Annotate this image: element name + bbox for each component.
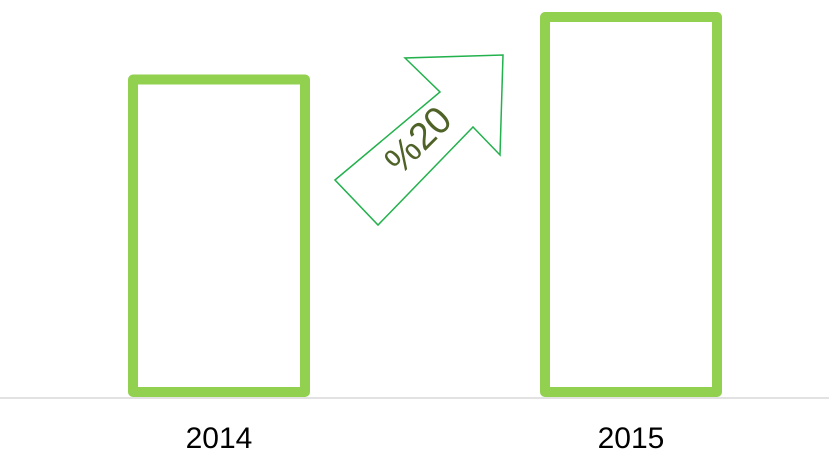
x-tick-label: 2014 — [186, 422, 253, 455]
bar — [128, 74, 310, 397]
x-tick-label: 2015 — [598, 422, 665, 455]
growth-arrow: %20 — [333, 54, 504, 227]
arrow-shape — [333, 54, 504, 227]
bar — [540, 12, 722, 397]
